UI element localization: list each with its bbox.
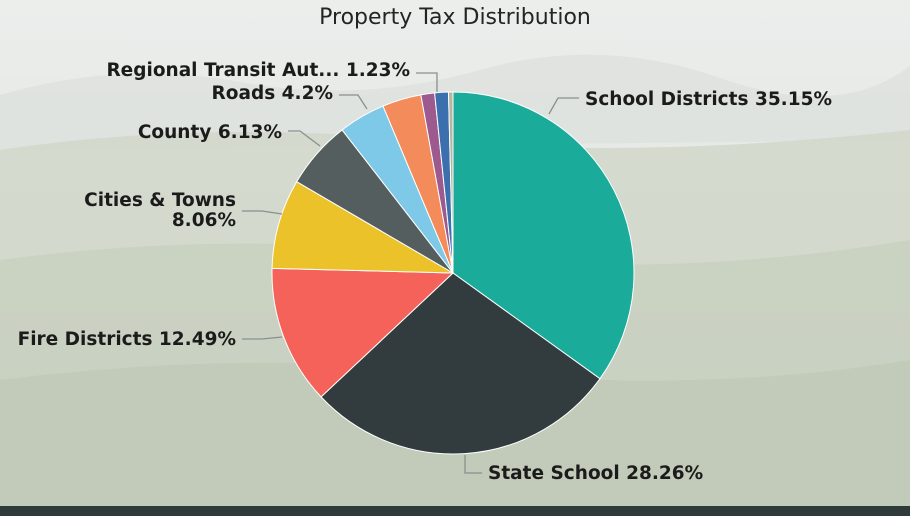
data-label: State School 28.26% <box>488 463 703 484</box>
pie-slice-unlabeled-9[interactable] <box>447 91 454 274</box>
pie-slice-state-school[interactable] <box>320 272 601 455</box>
data-label: County 6.13% <box>138 122 282 143</box>
leader-line <box>548 97 579 115</box>
pie-slice-fire-districts[interactable] <box>271 267 455 398</box>
leader-line <box>416 72 438 92</box>
data-label: Regional Transit Aut... 1.23% <box>106 60 410 81</box>
leader-line <box>242 210 283 215</box>
data-label: School Districts 35.15% <box>585 89 832 110</box>
data-label: Cities & Towns 8.06% <box>84 190 236 231</box>
leader-line <box>464 455 482 474</box>
chart-title: Property Tax Distribution <box>319 5 591 30</box>
pie-slice-school-districts[interactable] <box>452 91 635 380</box>
pie-slice-cities-towns[interactable] <box>271 180 454 274</box>
leader-line <box>339 94 368 110</box>
leader-line <box>288 130 321 147</box>
data-label: Roads 4.2% <box>212 83 333 104</box>
data-label: Fire Districts 12.49% <box>18 329 236 350</box>
leader-line <box>242 336 283 340</box>
